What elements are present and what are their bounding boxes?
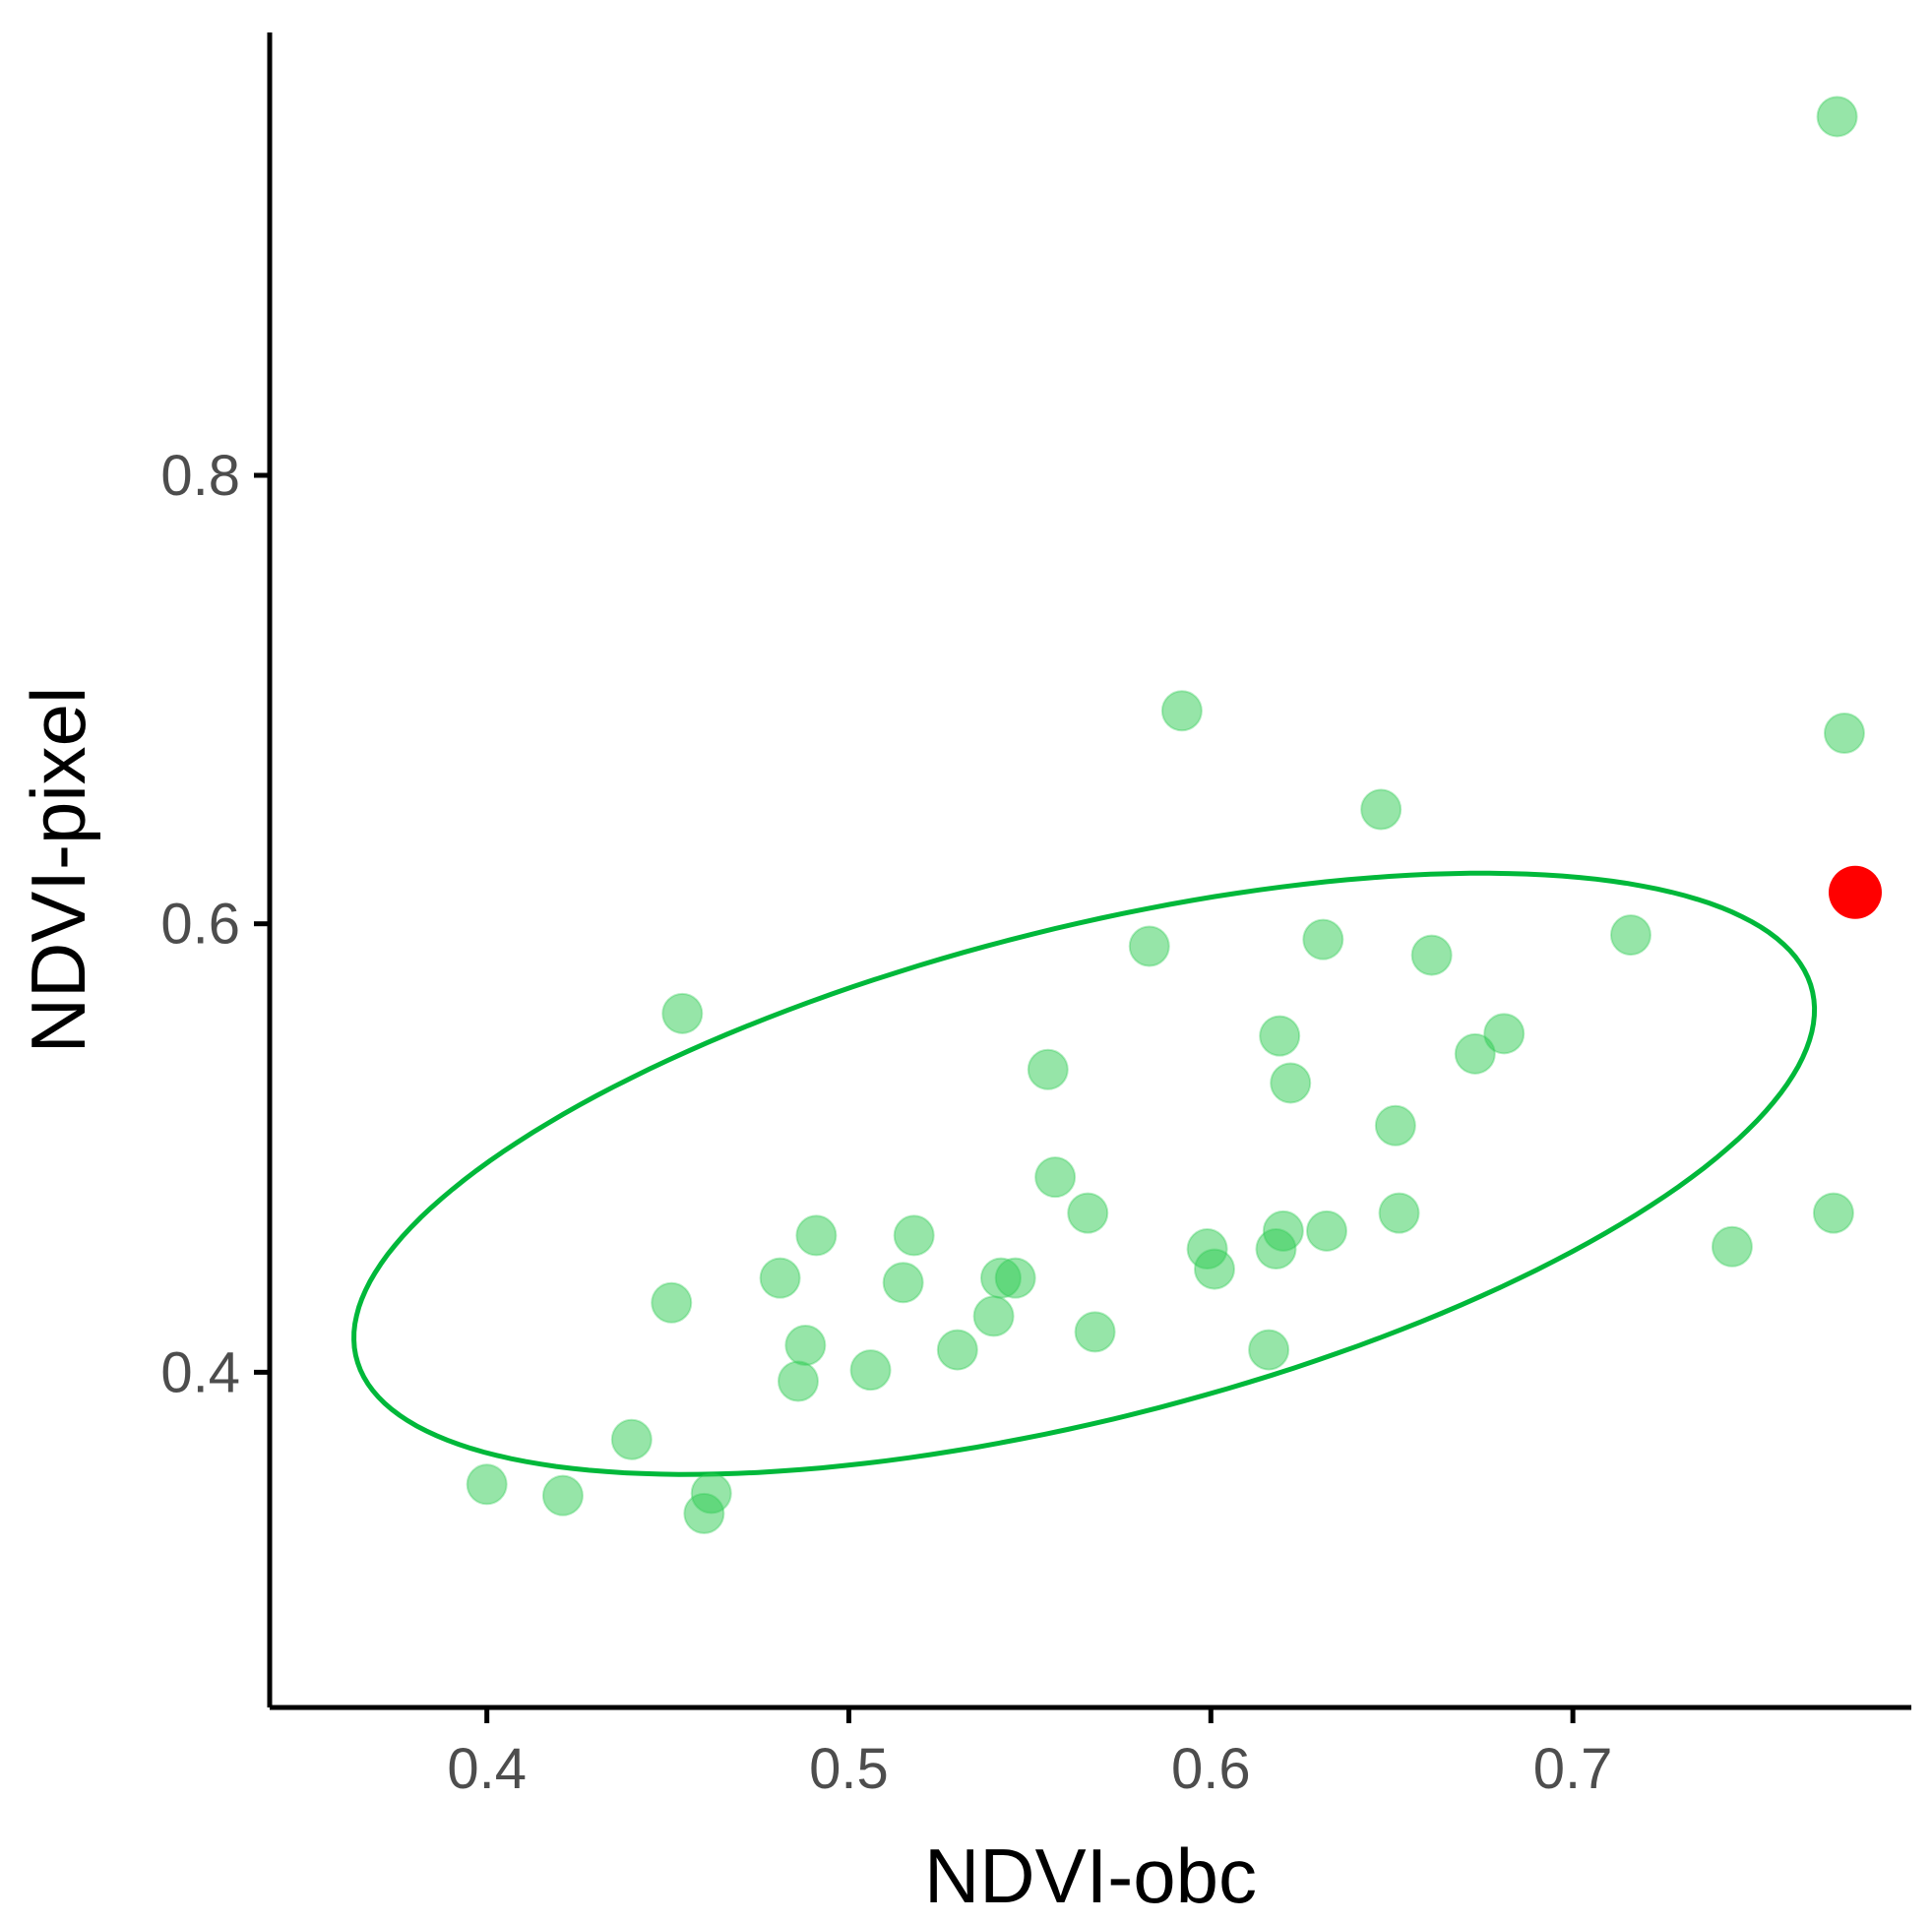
data-point <box>1410 934 1453 976</box>
data-point <box>1262 1210 1304 1252</box>
data-point <box>1711 1225 1753 1268</box>
x-axis-ticks: 0.4 0.5 0.6 0.7 <box>447 1707 1612 1801</box>
data-point <box>1128 925 1170 967</box>
highlighted-point <box>1828 865 1882 919</box>
y-tick-label: 0.8 <box>160 444 240 508</box>
data-point <box>1374 1104 1416 1147</box>
points-layer <box>466 95 1882 1534</box>
data-point <box>777 1360 819 1402</box>
data-point <box>795 1214 838 1257</box>
data-point <box>1248 1329 1290 1371</box>
data-point <box>1074 1311 1116 1353</box>
y-axis-title: NDVI-pixel <box>15 687 101 1054</box>
data-point <box>1454 1032 1496 1075</box>
data-point <box>1305 1210 1347 1252</box>
x-axis-title: NDVI-obc <box>924 1832 1257 1919</box>
y-axis-ticks: 0.4 0.6 0.8 <box>160 444 270 1404</box>
data-point <box>1378 1192 1420 1234</box>
data-point <box>882 1262 924 1304</box>
data-point <box>1034 1156 1077 1199</box>
data-point <box>1027 1048 1069 1090</box>
y-tick-label: 0.4 <box>160 1340 240 1404</box>
data-point <box>541 1474 584 1517</box>
data-point <box>1193 1248 1235 1290</box>
plot-area <box>351 95 1882 1534</box>
data-point <box>759 1257 801 1299</box>
data-point <box>1812 1192 1854 1234</box>
x-tick-label: 0.5 <box>809 1737 889 1801</box>
data-point <box>1609 914 1652 957</box>
x-tick-label: 0.7 <box>1533 1737 1613 1801</box>
data-point <box>1360 788 1402 831</box>
data-point <box>651 1281 693 1324</box>
data-point <box>1270 1062 1312 1104</box>
data-point <box>849 1349 892 1392</box>
x-tick-label: 0.6 <box>1171 1737 1251 1801</box>
data-point <box>1302 918 1344 961</box>
data-point <box>1483 1013 1526 1055</box>
data-point <box>784 1325 827 1367</box>
data-point <box>1067 1192 1109 1234</box>
data-point <box>690 1472 732 1515</box>
confidence-ellipse <box>351 870 1818 1477</box>
data-point <box>972 1295 1015 1337</box>
data-point <box>994 1257 1036 1299</box>
data-point <box>1259 1015 1301 1057</box>
data-point <box>466 1463 508 1506</box>
x-tick-label: 0.4 <box>447 1737 527 1801</box>
y-tick-label: 0.6 <box>160 893 240 957</box>
data-point <box>1160 690 1203 732</box>
axes: 0.4 0.5 0.6 0.7 0.4 0.6 0.8 <box>160 32 1911 1801</box>
data-point <box>661 992 704 1034</box>
data-point <box>1816 95 1858 138</box>
data-point <box>610 1418 653 1460</box>
data-point <box>1823 713 1865 755</box>
data-point <box>936 1329 978 1371</box>
data-point <box>893 1214 935 1257</box>
